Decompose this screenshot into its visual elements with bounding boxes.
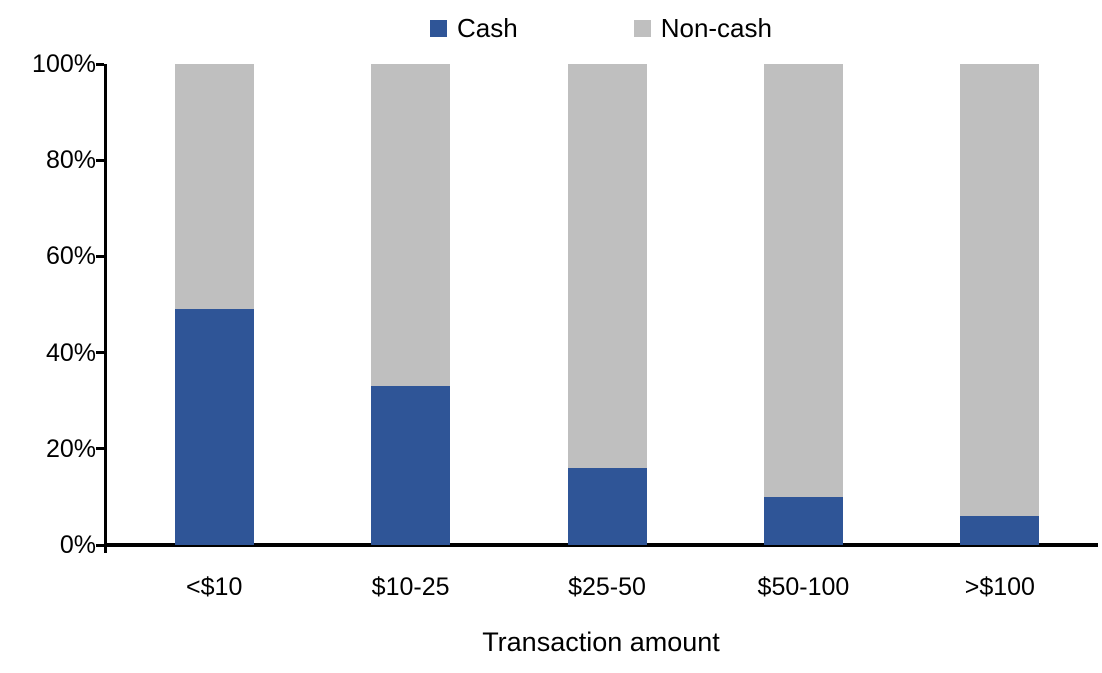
legend-item-noncash: Non-cash bbox=[633, 13, 772, 43]
y-tick bbox=[96, 447, 104, 451]
bar-column bbox=[312, 64, 508, 545]
x-axis-label: <$10 bbox=[186, 573, 243, 601]
plot-area: 0% 20% 40% 60% 80% 100% <$10 $10-25 $25-50 $50-1… bbox=[32, 50, 1098, 657]
legend-label-cash: Cash bbox=[457, 13, 518, 43]
x-axis-label: $25-50 bbox=[568, 573, 646, 601]
cash-swatch-icon bbox=[430, 19, 447, 37]
y-tick-label: 80% bbox=[45, 146, 96, 175]
noncash-segment bbox=[960, 64, 1040, 517]
bar-stack-3 bbox=[567, 64, 647, 545]
bar-stack-1 bbox=[174, 64, 254, 545]
x-axis-label: >$100 bbox=[964, 573, 1035, 601]
x-axis-line bbox=[104, 543, 1098, 547]
noncash-segment bbox=[371, 64, 451, 387]
bar-stack-5 bbox=[960, 64, 1040, 545]
y-tick-label: 40% bbox=[45, 338, 96, 367]
legend-item-cash: Cash bbox=[430, 13, 518, 43]
y-tick bbox=[96, 158, 104, 162]
y-tick bbox=[96, 543, 104, 547]
y-tick-label: 0% bbox=[59, 531, 96, 559]
bar-stack-4 bbox=[763, 64, 843, 545]
bar-column bbox=[116, 64, 312, 545]
bars bbox=[116, 64, 1098, 545]
bar-column bbox=[509, 64, 705, 545]
y-tick bbox=[96, 254, 104, 258]
x-axis-label: $50-100 bbox=[757, 573, 850, 601]
x-axis-title: Transaction amount bbox=[482, 627, 720, 657]
legend: Cash Non-cash bbox=[104, 12, 1098, 44]
noncash-swatch-icon bbox=[633, 19, 651, 37]
y-tick bbox=[96, 351, 104, 355]
noncash-segment bbox=[763, 64, 843, 497]
y-tick bbox=[96, 62, 104, 66]
x-axis-label: $10-25 bbox=[371, 573, 450, 601]
y-tick-label: 20% bbox=[45, 434, 96, 463]
bar-column bbox=[705, 64, 901, 545]
cash-segment bbox=[763, 496, 843, 545]
cash-segment bbox=[567, 468, 647, 545]
cash-segment bbox=[174, 309, 254, 545]
bar-column bbox=[902, 64, 1098, 545]
y-tick-label: 60% bbox=[45, 242, 96, 271]
bar-stack-2 bbox=[371, 64, 451, 545]
noncash-segment bbox=[174, 64, 254, 310]
y-axis-line bbox=[104, 64, 107, 553]
noncash-segment bbox=[567, 64, 647, 469]
legend-label-noncash: Non-cash bbox=[660, 13, 772, 43]
cash-segment bbox=[960, 516, 1040, 545]
y-tick-label: 100% bbox=[32, 50, 96, 78]
cash-segment bbox=[371, 386, 451, 545]
x-axis-labels: <$10 $10-25 $25-50 $50-100 >$100 bbox=[116, 572, 1098, 602]
